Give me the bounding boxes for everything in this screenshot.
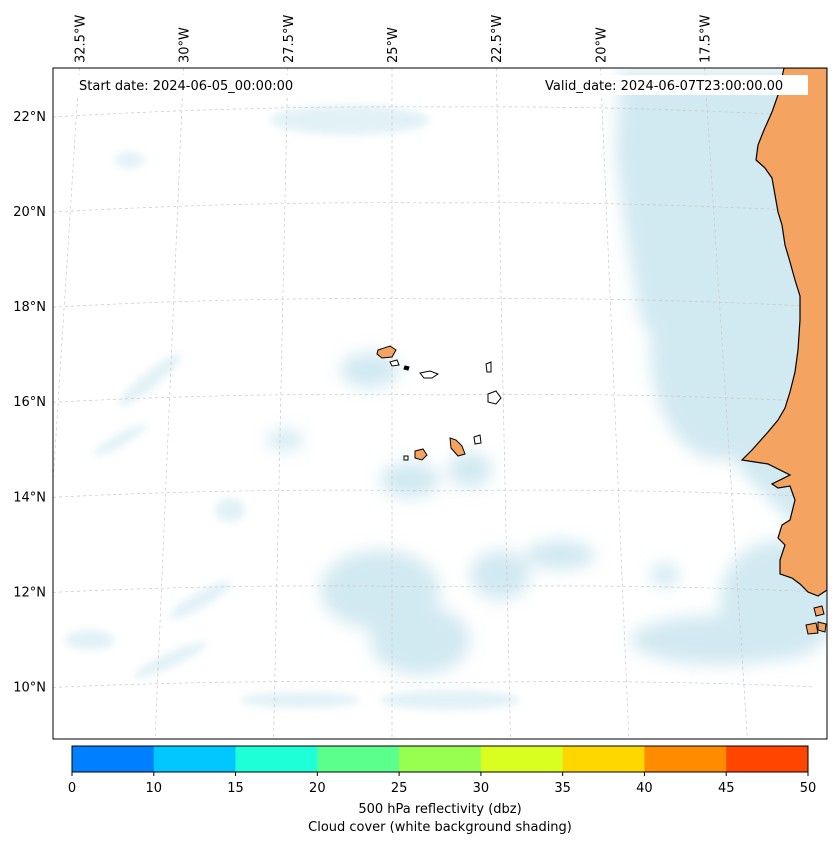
colorbar-tick-label: 30 — [473, 781, 490, 796]
valid-date-box — [538, 75, 808, 95]
parallel-line — [53, 106, 814, 118]
longitude-tick-labels: 32.5°W 30°W 27.5°W 25°W 22.5°W 20°W 17.5°W — [73, 15, 713, 63]
longitude-tick-label: 25°W — [386, 27, 401, 63]
meridian-line — [273, 68, 289, 739]
sao-nicolau-island — [419, 370, 440, 379]
santa-luzia-island — [403, 365, 410, 371]
santiago-island — [449, 437, 466, 457]
sal-island — [485, 361, 492, 373]
colorbar-tick-label: 35 — [554, 781, 571, 796]
colorbar-swatch — [72, 746, 155, 772]
fogo-island — [414, 448, 428, 461]
reflectivity-colorbar: 0 10 15 20 25 30 35 40 45 50 500 hPa reflectivity… — [68, 745, 817, 835]
colorbar-tick-label: 40 — [636, 781, 653, 796]
longitude-tick-label: 32.5°W — [73, 15, 88, 63]
map-frame — [52, 67, 828, 740]
african-coast-land — [740, 68, 827, 597]
valid-date-label: Valid_date: 2024-06-07T23:00:00.00 — [545, 79, 783, 94]
parallel-line — [53, 681, 814, 688]
meridian-line — [53, 68, 80, 488]
colorbar-tick-label: 50 — [800, 781, 817, 796]
parallel-line — [53, 298, 814, 308]
latitude-tick-label: 20°N — [13, 205, 46, 220]
colorbar-tick-label: 45 — [718, 781, 735, 796]
longitude-tick-label: 30°W — [178, 27, 193, 63]
latitude-tick-labels: 22°N 20°N 18°N 16°N 14°N 12°N 10°N — [13, 110, 46, 695]
colorbar-swatch — [399, 746, 482, 772]
meridian-line — [495, 68, 511, 739]
latitude-tick-label: 18°N — [13, 300, 46, 315]
colorbar-tick-label: 10 — [146, 781, 163, 796]
colorbar-label-line1: 500 hPa reflectivity (dbz) — [358, 802, 521, 817]
colorbar-frame — [71, 745, 809, 773]
longitude-tick-label: 17.5°W — [699, 15, 714, 63]
latitude-tick-label: 22°N — [13, 110, 46, 125]
colorbar-swatch — [317, 746, 400, 772]
santo-antao-island — [376, 345, 397, 359]
latitude-tick-label: 10°N — [13, 680, 46, 695]
colorbar-tick-label: 15 — [227, 781, 244, 796]
brava-island — [403, 455, 409, 461]
colorbar-swatch — [480, 746, 564, 772]
start-date-label: Start date: 2024-06-05_00:00:00 — [79, 79, 293, 94]
colorbar-swatch — [235, 746, 318, 772]
longitude-tick-label: 27.5°W — [282, 15, 297, 63]
cape-verde-islands — [376, 345, 502, 461]
colorbar-tick-label: 25 — [391, 781, 408, 796]
meridian-line — [600, 68, 630, 739]
colorbar-swatch — [562, 746, 645, 772]
latitude-tick-label: 12°N — [13, 585, 46, 600]
colorbar-swatch — [644, 746, 727, 772]
meridian-line — [154, 68, 184, 739]
map-gridlines — [53, 68, 814, 739]
colorbar-label-line2: Cloud cover (white background shading) — [308, 820, 572, 835]
parallel-line — [53, 489, 814, 498]
boa-vista-island — [487, 390, 502, 405]
sao-vicente-island — [389, 359, 400, 367]
longitude-tick-label: 22.5°W — [490, 15, 505, 63]
latitude-tick-label: 16°N — [13, 395, 46, 410]
colorbar-tick-label: 20 — [309, 781, 326, 796]
longitude-tick-label: 20°W — [594, 27, 609, 63]
parallel-line — [53, 585, 814, 593]
meridian-line — [704, 68, 748, 739]
start-date-box — [72, 75, 312, 95]
colorbar-swatch — [153, 746, 237, 772]
map-content — [53, 68, 827, 739]
bijagos-islands — [805, 605, 827, 635]
maio-island — [473, 434, 482, 445]
latitude-tick-label: 14°N — [13, 490, 46, 505]
colorbar-tick-label: 0 — [68, 781, 76, 796]
parallel-line — [53, 202, 814, 213]
parallel-line — [53, 393, 814, 403]
colorbar-swatch — [726, 746, 809, 772]
